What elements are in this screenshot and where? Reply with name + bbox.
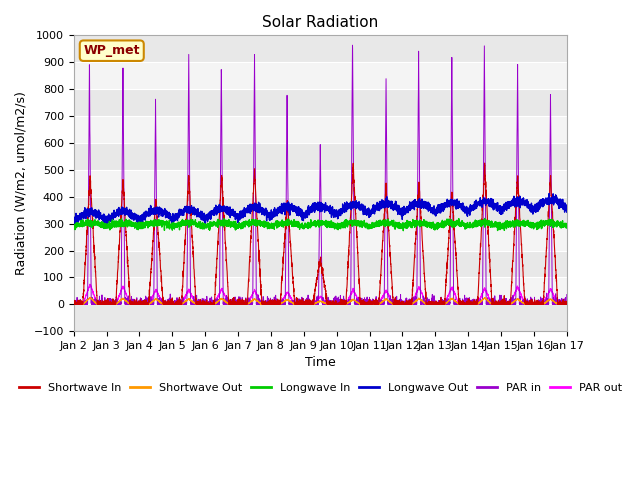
Bar: [74, 89, 567, 116]
Legend: Shortwave In, Shortwave Out, Longwave In, Longwave Out, PAR in, PAR out: Shortwave In, Shortwave Out, Longwave In…: [14, 378, 627, 397]
Bar: [74, 277, 567, 304]
Text: WP_met: WP_met: [83, 44, 140, 57]
Y-axis label: Radiation (W/m2, umol/m2/s): Radiation (W/m2, umol/m2/s): [15, 91, 28, 275]
Bar: [74, 197, 567, 224]
Bar: [74, 224, 567, 251]
Title: Solar Radiation: Solar Radiation: [262, 15, 378, 30]
Bar: [74, 170, 567, 197]
Bar: [74, 62, 567, 89]
Bar: [74, 304, 567, 331]
Bar: [74, 36, 567, 62]
Bar: [74, 116, 567, 143]
Bar: [74, 251, 567, 277]
X-axis label: Time: Time: [305, 357, 335, 370]
Bar: [74, 143, 567, 170]
